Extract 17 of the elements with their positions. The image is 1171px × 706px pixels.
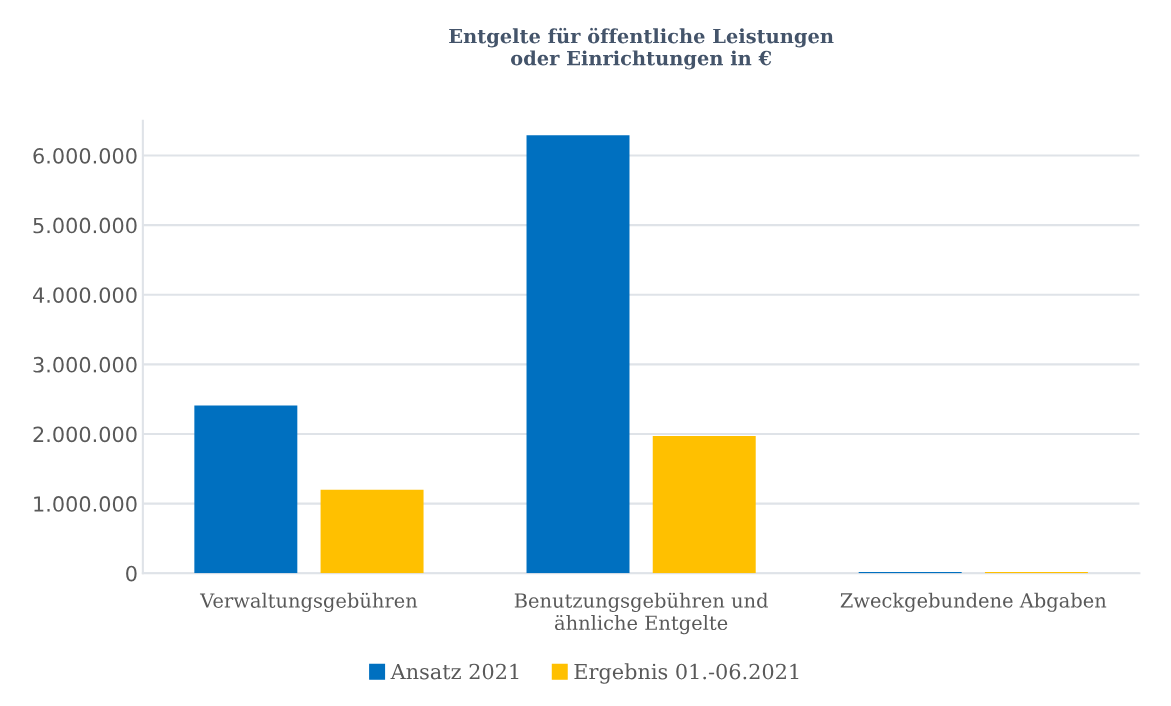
y-tick-label: 0 [126, 565, 137, 582]
y-tick-label: 6.000.000 [33, 147, 137, 164]
y-tick-label: 5.000.000 [33, 217, 137, 234]
bar [526, 135, 630, 574]
x-tick-label: Verwaltungsgebühren [199, 592, 418, 612]
y-tick-label: 2.000.000 [33, 426, 137, 443]
chart-title: Entgelte für öffentliche Leistungen oder Einrichtungen in € [449, 27, 834, 70]
y-tick-label: 4.000.000 [32, 287, 137, 303]
bar [320, 489, 424, 574]
y-tick-label: 1.000.000 [34, 496, 137, 512]
bar [652, 436, 756, 574]
x-tick-label: Zweckgebundene Abgaben [840, 592, 1107, 612]
legend-label: Ergebnis 01.-06.2021 [574, 663, 799, 684]
legend-label: Ansatz 2021 [390, 663, 519, 680]
bar [194, 405, 298, 574]
x-tick-label: Benutzungsgebühren und ähnliche Entgelte [514, 592, 768, 635]
y-tick-label: 3.000.000 [33, 356, 137, 373]
